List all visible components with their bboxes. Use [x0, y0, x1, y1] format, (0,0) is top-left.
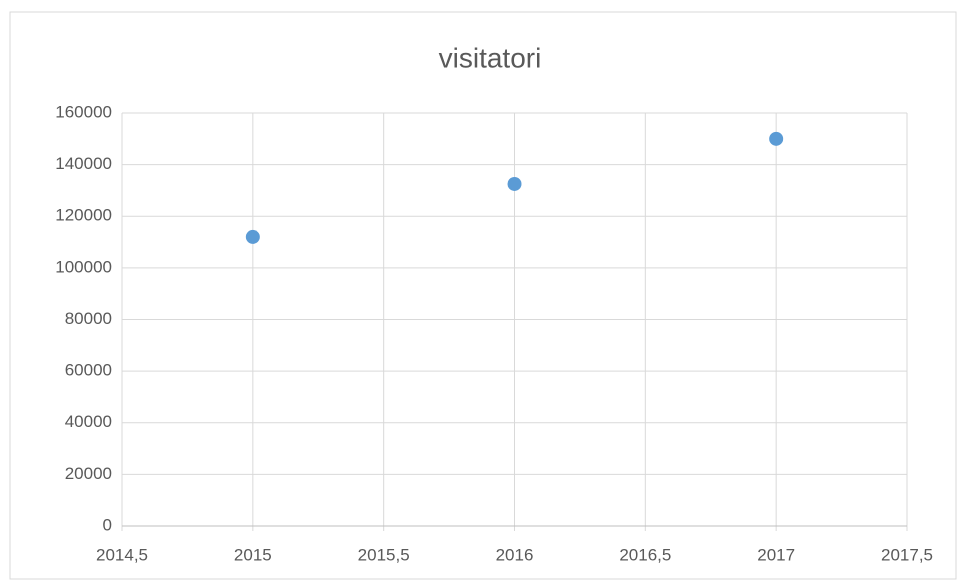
y-tick-label: 60000: [65, 361, 112, 380]
x-tick-label: 2017,5: [881, 545, 933, 564]
y-tick-label: 80000: [65, 309, 112, 328]
x-tick-label: 2015: [234, 545, 272, 564]
y-tick-label: 100000: [55, 257, 112, 276]
y-tick-label: 160000: [55, 102, 112, 121]
x-tick-label: 2017: [757, 545, 795, 564]
x-tick-label: 2015,5: [358, 545, 410, 564]
x-tick-label: 2016: [496, 545, 534, 564]
x-tick-label: 2016,5: [619, 545, 671, 564]
x-tick-label: 2014,5: [96, 545, 148, 564]
y-tick-label: 40000: [65, 412, 112, 431]
point: [245, 229, 260, 244]
chart-frame: [9, 11, 957, 580]
y-tick-label: 140000: [55, 154, 112, 173]
chart-title: visitatori: [439, 42, 542, 73]
y-tick-label: 120000: [55, 206, 112, 225]
y-tick-label: 20000: [65, 464, 112, 483]
y-tick-label: 0: [103, 515, 112, 534]
point: [769, 131, 784, 146]
point: [507, 176, 522, 191]
